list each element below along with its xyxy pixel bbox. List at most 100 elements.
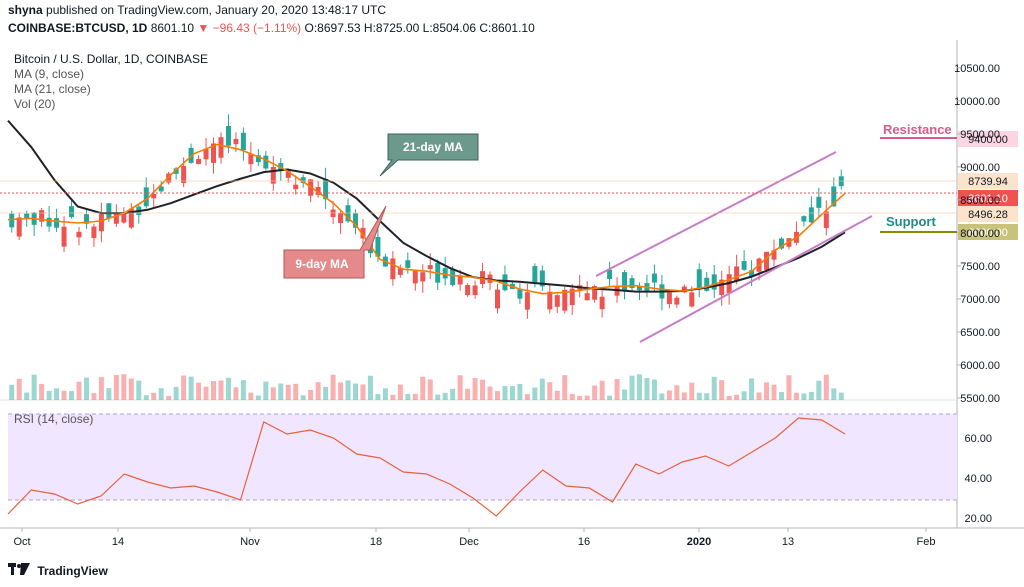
candle-body [831, 186, 837, 207]
open-value: O:8697.53 [304, 21, 361, 35]
candle-body [76, 231, 82, 238]
resistance-price-tag: 9400.00 [968, 134, 1008, 146]
volume-bar [278, 383, 284, 400]
candle-body [143, 187, 149, 207]
volume-bar [54, 388, 60, 400]
volume-bar [659, 393, 665, 400]
time-tick-label: 16 [578, 536, 590, 548]
publisher-text: published on TradingView.com, January 20… [46, 3, 387, 17]
volume-bar [689, 382, 695, 400]
volume-bar [16, 378, 22, 400]
volume-bar [69, 391, 75, 400]
overlays: Resistance Support 8739.94 8601.10 8496.28 94… [0, 119, 1018, 517]
candle-body [764, 251, 770, 270]
volume-bar [547, 382, 553, 400]
candle-body [823, 211, 829, 228]
candle-body [397, 268, 403, 275]
candle-body [592, 286, 598, 300]
volume-bar [569, 393, 575, 400]
high-price-tag: 8739.94 [968, 176, 1008, 188]
volume-bar [517, 383, 523, 400]
volume-bar [83, 377, 89, 400]
candle-body [674, 297, 680, 305]
candle-body [24, 213, 30, 219]
candle-body [681, 286, 687, 293]
price-tick-label: 9000.00 [960, 162, 1000, 174]
time-tick-label: Nov [240, 536, 260, 548]
candle-body [539, 270, 545, 287]
volume-bar [480, 379, 486, 400]
candle-body [734, 266, 740, 282]
volume-bar [136, 380, 142, 400]
volume-bar [405, 393, 411, 400]
candle-body [696, 269, 702, 290]
candle-body [278, 163, 284, 171]
volume-bar [323, 386, 329, 400]
volume-bar [31, 374, 37, 400]
volume-bar [196, 382, 202, 400]
candle-body [338, 212, 344, 224]
ma9-callout-label: 9-day MA [295, 257, 349, 271]
footer: TradingView [8, 563, 108, 578]
price-tick-label: 6000.00 [960, 360, 1000, 372]
candle-body [248, 153, 254, 165]
volume-bar [577, 395, 583, 400]
volume-bar [330, 374, 336, 400]
candle-body [651, 273, 657, 283]
volume-bar [128, 378, 134, 400]
volume-bar [771, 384, 777, 400]
candle-body [472, 285, 478, 296]
volume-bar [225, 377, 231, 400]
volume-bar [211, 381, 217, 400]
candle-body [315, 186, 321, 195]
volume-bar [285, 384, 291, 400]
volume-bar [681, 392, 687, 400]
volume-bar [749, 378, 755, 400]
volume-bar [375, 394, 381, 400]
rsi-tick-label: 60.00 [964, 433, 992, 445]
candle-body [203, 148, 209, 160]
candle-body [554, 295, 560, 307]
candle-body [240, 132, 246, 151]
legend-title[interactable]: Bitcoin / U.S. Dollar, 1D, COINBASE [14, 52, 209, 66]
candle-body [442, 268, 448, 279]
volume-bar [592, 385, 598, 400]
price-tick-label: 10500.00 [954, 63, 1000, 75]
candle-body [54, 218, 60, 228]
volume-bar [442, 392, 448, 400]
publisher-user[interactable]: shyna [8, 3, 43, 17]
candle-body [741, 261, 747, 270]
legend-vol[interactable]: Vol (20) [14, 97, 56, 111]
volume-bar [76, 381, 82, 400]
candle-body [16, 217, 22, 237]
support-price-tag: 8000.00 [968, 227, 1008, 239]
volume-bar [203, 386, 209, 400]
candle-body [749, 270, 755, 277]
candle-body [69, 206, 75, 218]
legend-ma9[interactable]: MA (9, close) [14, 67, 85, 81]
symbol[interactable]: COINBASE:BTCUSD, 1D [8, 21, 148, 35]
volume-bar [308, 389, 314, 400]
legend-ma21[interactable]: MA (21, close) [14, 82, 91, 96]
candle-body [158, 186, 164, 192]
volume-bar [121, 374, 127, 400]
candle-body [622, 272, 628, 292]
volume-bar [651, 379, 657, 400]
volume-bar [494, 391, 500, 400]
volume-bar [622, 389, 628, 400]
volume-bar [666, 390, 672, 400]
candle-body [465, 285, 471, 296]
time-tick-label: 14 [112, 536, 124, 548]
candle-body [98, 214, 104, 232]
price-tick-label: 7500.00 [960, 261, 1000, 273]
volume-bar [181, 375, 187, 400]
candle-body [390, 258, 396, 280]
candle-body [711, 274, 717, 290]
volume-bar [524, 394, 530, 400]
candle-body [689, 292, 695, 307]
volume-bar [801, 393, 807, 400]
brand-label[interactable]: TradingView [37, 564, 108, 578]
high-value: H:8725.00 [363, 21, 420, 35]
volume-bar [353, 383, 359, 400]
